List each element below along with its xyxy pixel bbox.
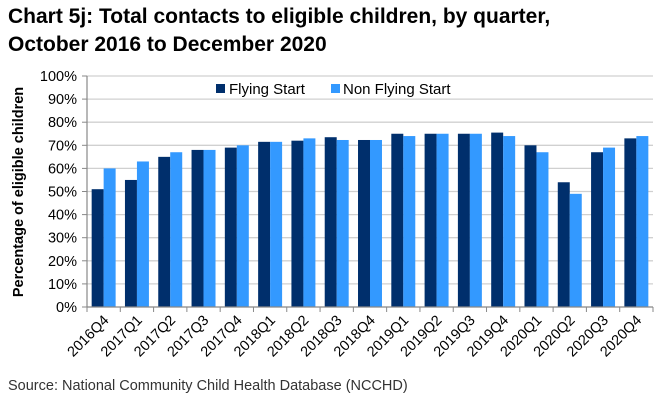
x-tick-labels: 2016Q42017Q12017Q22017Q32017Q42018Q12018… <box>65 313 646 361</box>
source-note: Source: National Community Child Health … <box>8 378 408 394</box>
bar-non-flying-start-2019q2 <box>436 133 449 307</box>
bar-non-flying-start-2020q3 <box>603 147 616 307</box>
bar-flying-start-2020q1 <box>524 145 537 307</box>
y-tick-label: 30% <box>48 231 77 247</box>
bar-non-flying-start-2019q3 <box>469 133 482 307</box>
legend-swatch-flying-start <box>216 84 225 93</box>
bar-flying-start-2017q4 <box>224 147 237 307</box>
chart-title-line-1: Chart 5j: Total contacts to eligible chi… <box>8 5 551 28</box>
bar-flying-start-2018q2 <box>291 140 304 307</box>
bar-non-flying-start-2018q4 <box>370 139 382 307</box>
bar-non-flying-start-2017q3 <box>203 149 216 307</box>
y-tick-label: 70% <box>48 138 77 154</box>
bar-flying-start-2018q3 <box>324 137 337 307</box>
bar-flying-start-2017q2 <box>158 156 171 307</box>
y-tick-label: 60% <box>48 161 77 177</box>
bar-non-flying-start-2017q1 <box>136 161 149 307</box>
legend-swatch-non-flying-start <box>331 84 340 93</box>
bar-non-flying-start-2020q1 <box>536 152 549 307</box>
bar-non-flying-start-2018q2 <box>303 138 316 307</box>
bar-flying-start-2019q3 <box>457 133 470 307</box>
y-tick-label: 20% <box>48 254 77 270</box>
y-tick-label: 10% <box>48 277 77 293</box>
chart-title-line-2: October 2016 to December 2020 <box>8 33 327 56</box>
y-axis-label: Percentage of eligible children <box>11 87 27 297</box>
bar-flying-start-2020q4 <box>624 138 637 307</box>
bar-non-flying-start-2017q4 <box>236 145 249 307</box>
bar-flying-start-2019q2 <box>424 133 437 307</box>
y-tick-label: 50% <box>48 185 77 201</box>
y-tick-label: 80% <box>48 115 77 131</box>
bar-non-flying-start-2018q1 <box>270 141 283 307</box>
y-tick-label: 100% <box>40 69 77 85</box>
chart-title: Chart 5j: Total contacts to eligible chi… <box>8 3 668 59</box>
bar-non-flying-start-2019q1 <box>403 136 416 307</box>
y-tick-labels: 0% 10% 20% 30% 40% 50% 60% 70% 80% 90% 100% <box>40 69 77 316</box>
bar-flying-start-2017q1 <box>124 179 137 307</box>
bars <box>91 132 649 307</box>
legend-label-flying-start: Flying Start <box>229 81 306 98</box>
bar-non-flying-start-2020q4 <box>636 136 649 307</box>
bar-flying-start-2016q4 <box>91 189 104 307</box>
y-tick-label: 90% <box>48 92 77 108</box>
bar-non-flying-start-2016q4 <box>103 168 116 307</box>
axes <box>82 75 654 312</box>
bar-flying-start-2018q1 <box>258 141 271 307</box>
bar-flying-start-2019q4 <box>491 132 504 307</box>
legend-label-non-flying-start: Non Flying Start <box>343 81 451 98</box>
bar-flying-start-2019q1 <box>391 133 404 307</box>
bar-flying-start-2020q3 <box>591 152 604 307</box>
bar-flying-start-2017q3 <box>191 149 204 307</box>
y-tick-label: 0% <box>56 300 77 316</box>
y-tick-label: 40% <box>48 208 77 224</box>
bar-non-flying-start-2019q4 <box>503 136 516 307</box>
bar-flying-start-2018q4 <box>358 139 370 307</box>
bar-non-flying-start-2020q2 <box>569 193 582 307</box>
bar-non-flying-start-2017q2 <box>170 152 183 307</box>
bar-non-flying-start-2018q3 <box>336 139 349 307</box>
legend: Flying Start Non Flying Start <box>216 81 451 98</box>
bar-flying-start-2020q2 <box>557 182 570 307</box>
